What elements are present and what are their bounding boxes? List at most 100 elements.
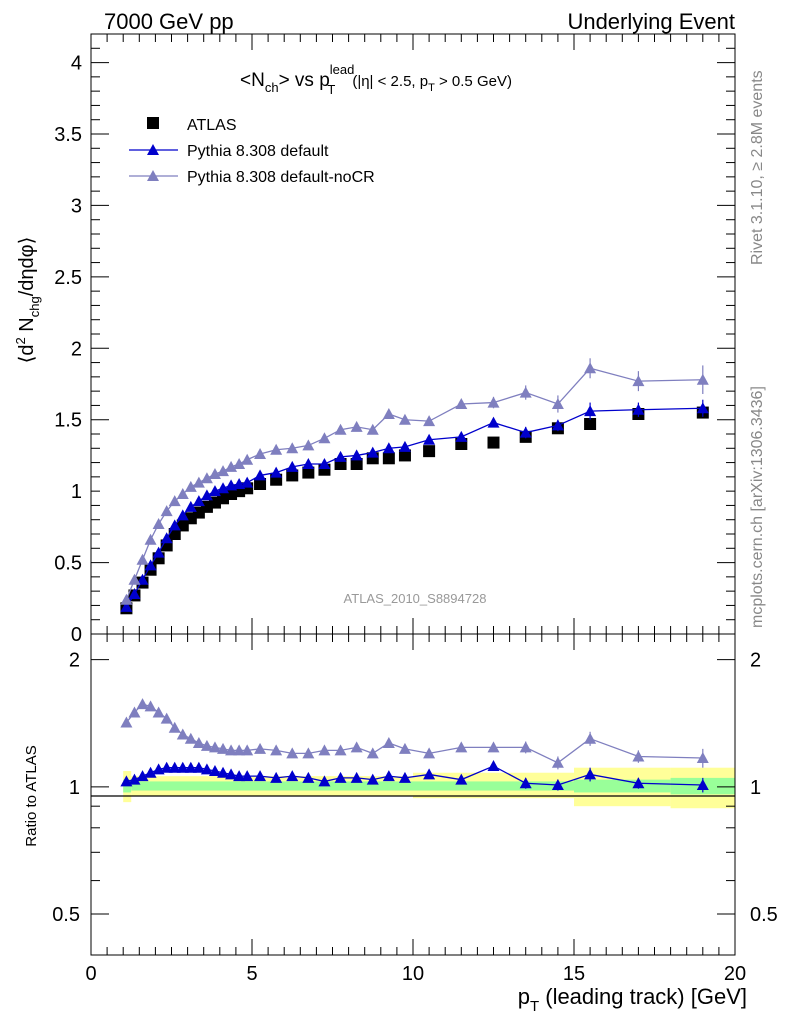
data-point-pythia-8-308-default-nocr [350,420,363,432]
ratio-point-pythia-8-308-default [217,766,230,778]
ratio-point-pythia-8-308-default [519,777,532,789]
data-point-pythia-8-308-default-nocr [217,465,230,477]
data-point-pythia-8-308-default-nocr [176,488,189,499]
ratio-point-pythia-8-308-default-nocr [318,744,331,756]
main-y-label-b: N [16,317,38,337]
y-tick-label: 1.5 [54,410,82,432]
main-y-label-sub: chg [27,296,42,317]
data-point-pythia-8-308-default [632,403,645,415]
data-point-pythia-8-308-default-nocr [241,453,254,465]
ratio-point-pythia-8-308-default-nocr [200,739,213,751]
data-point-pythia-8-308-default-nocr [455,398,468,409]
ratio-point-pythia-8-308-default-nocr [168,721,181,733]
data-point-pythia-8-308-default [160,532,173,544]
ratio-point-pythia-8-308-default [696,779,709,791]
ratio-plot-panel: 0 5 10 15 20 0.5 0.5 1 1 2 2 [52,633,778,985]
plot-title-cuts-a: (|η| < 2.5, p [352,73,428,90]
ratio-point-pythia-8-308-default-nocr [233,744,246,756]
ratio-point-pythia-8-308-default [551,779,564,791]
data-point-pythia-8-308-default-nocr [184,480,197,492]
mcplots-reference-text: mcplots.cern.ch [arXiv:1306.3436] [749,386,766,628]
data-point-atlas [254,478,267,490]
ratio-point-pythia-8-308-default [192,761,205,773]
plot-title-part-a: <N [240,70,265,91]
x-tick-label: 5 [246,963,257,985]
legend-marker-atlas [147,117,159,129]
ratio-point-pythia-8-308-default-nocr [176,728,189,740]
legend-entry-atlas: ATLAS [147,117,237,134]
data-point-pythia-8-308-default-nocr [233,458,246,469]
ratio-y-tick-label-right: 1 [750,777,761,799]
data-point-pythia-8-308-default-nocr [286,442,299,454]
ratio-point-pythia-8-308-default-nocr [366,747,379,759]
data-point-atlas [286,469,299,482]
ratio-point-pythia-8-308-default-nocr [519,741,532,753]
analysis-watermark: ATLAS_2010_S8894728 [344,591,487,606]
plot-title-part-b: > vs p [279,70,330,91]
data-point-pythia-8-308-default-nocr [632,375,645,387]
data-point-pythia-8-308-default [270,466,283,478]
legend-marker-pythia-default [147,144,159,155]
data-point-pythia-8-308-default-nocr [487,396,500,408]
ratio-point-pythia-8-308-default [241,770,254,782]
series-line-pythia-8-308-default [125,407,703,608]
data-point-pythia-8-308-default-nocr [302,439,315,451]
ratio-point-pythia-8-308-default [398,771,411,783]
legend-label-pythia-default: Pythia 8.308 default [187,143,329,160]
ratio-point-pythia-8-308-default-nocr [128,706,141,718]
data-point-pythia-8-308-default-nocr [200,472,213,484]
data-point-pythia-8-308-default-nocr [152,518,165,529]
ratio-point-pythia-8-308-default [318,775,331,787]
data-point-pythia-8-308-default [128,588,141,599]
ratio-y-tick-label-right: 0.5 [750,904,778,926]
ratio-point-pythia-8-308-default [184,761,197,773]
data-point-pythia-8-308-default-nocr [120,593,133,605]
plot-title-sup-b: lead [330,62,355,77]
rivet-version-text: Rivet 3.1.10, ≥ 2.8M events [749,70,766,265]
data-point-atlas [423,445,436,458]
data-point-pythia-8-308-default [176,509,189,521]
legend-entry-pythia-default: Pythia 8.308 default [129,143,329,160]
y-tick-label: 3 [71,195,82,217]
ratio-point-pythia-8-308-default-nocr [184,732,197,744]
ratio-point-pythia-8-308-default [254,770,267,782]
x-tick-label: 15 [563,963,585,985]
y-tick-label: 2.5 [54,267,82,289]
data-point-pythia-8-308-default [423,433,436,445]
data-point-pythia-8-308-default [318,458,331,469]
data-point-atlas [398,449,411,462]
ratio-y-tick-label: 0.5 [52,904,80,926]
data-point-atlas [350,458,363,470]
data-point-pythia-8-308-default [584,405,597,417]
data-point-pythia-8-308-default [398,440,411,452]
ratio-point-pythia-8-308-default [455,773,468,785]
plot-title-cuts-b: > 0.5 GeV) [435,73,512,90]
ratio-point-pythia-8-308-default-nocr [192,736,205,748]
data-point-pythia-8-308-default-nocr [208,468,221,479]
data-point-pythia-8-308-default [455,430,468,442]
ratio-y-tick-label-right: 2 [750,650,761,672]
ratio-point-pythia-8-308-default-nocr [208,741,221,753]
ratio-point-pythia-8-308-default-nocr [696,752,709,764]
data-point-pythia-8-308-default [350,449,363,461]
ratio-point-pythia-8-308-default [584,768,597,780]
y-tick-label: 0.5 [54,553,82,575]
data-point-pythia-8-308-default [152,546,165,558]
data-point-atlas [382,452,395,465]
ratio-point-pythia-8-308-default-nocr [455,741,468,753]
main-y-axis-label: ⟨d2 Nchg/dηdφ⟩ [13,237,42,364]
data-point-atlas [584,418,597,430]
x-tick-label: 20 [724,963,746,985]
plot-title-sub-b: T [327,82,335,97]
ratio-point-pythia-8-308-default [302,771,315,783]
ratio-point-pythia-8-308-default-nocr [241,744,254,756]
x-tick-label: 10 [402,963,424,985]
data-point-pythia-8-308-default [184,500,197,512]
plot-title: <Nch> vs plead T (|η| < 2.5, pT > 0.5 GeV) [240,62,512,97]
data-point-pythia-8-308-default [241,476,254,488]
data-point-pythia-8-308-default [217,482,230,494]
ratio-point-pythia-8-308-default [176,761,189,773]
y-tick-label: 3.5 [54,124,82,146]
data-point-pythia-8-308-default-nocr [254,448,267,459]
